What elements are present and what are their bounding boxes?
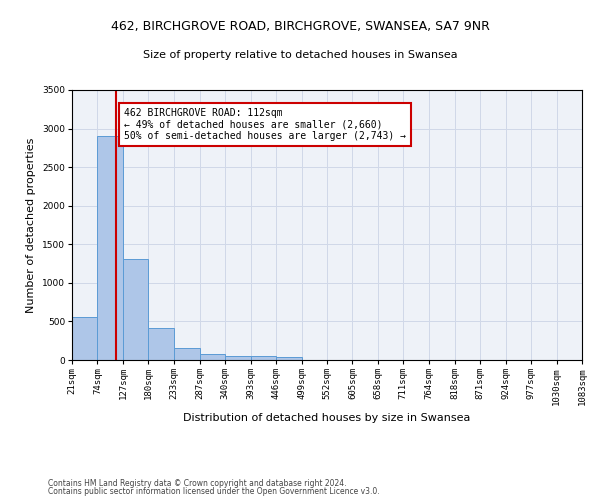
Text: Contains HM Land Registry data © Crown copyright and database right 2024.: Contains HM Land Registry data © Crown c… xyxy=(48,478,347,488)
Bar xyxy=(97,136,123,360)
Text: Contains public sector information licensed under the Open Government Licence v3: Contains public sector information licen… xyxy=(48,487,380,496)
Text: Size of property relative to detached houses in Swansea: Size of property relative to detached ho… xyxy=(143,50,457,60)
Bar xyxy=(251,356,276,360)
Bar xyxy=(72,317,97,360)
Bar xyxy=(200,354,225,360)
Bar xyxy=(276,357,302,360)
X-axis label: Distribution of detached houses by size in Swansea: Distribution of detached houses by size … xyxy=(184,413,470,423)
Text: 462 BIRCHGROVE ROAD: 112sqm
← 49% of detached houses are smaller (2,660)
50% of : 462 BIRCHGROVE ROAD: 112sqm ← 49% of det… xyxy=(124,108,406,141)
Bar xyxy=(123,259,148,360)
Bar xyxy=(174,348,200,360)
Bar xyxy=(225,356,251,360)
Bar xyxy=(148,328,174,360)
Y-axis label: Number of detached properties: Number of detached properties xyxy=(26,138,37,312)
Text: 462, BIRCHGROVE ROAD, BIRCHGROVE, SWANSEA, SA7 9NR: 462, BIRCHGROVE ROAD, BIRCHGROVE, SWANSE… xyxy=(110,20,490,33)
